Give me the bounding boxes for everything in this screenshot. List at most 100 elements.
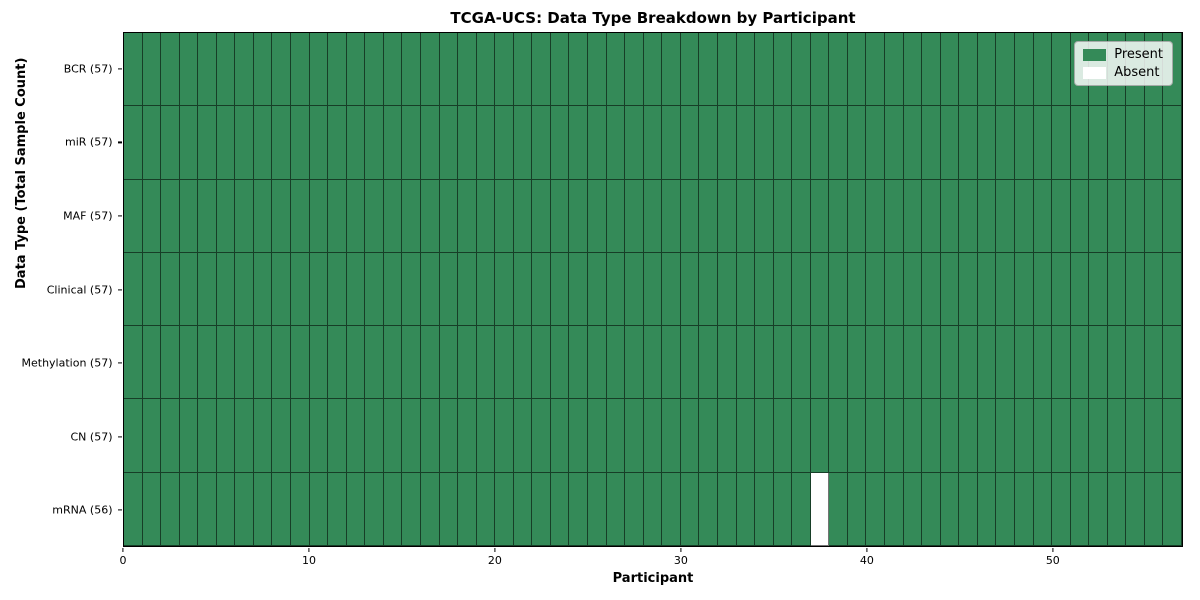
heatmap-cell-present xyxy=(365,252,384,327)
heatmap-cell-present xyxy=(940,33,960,107)
x-tick-label: 10 xyxy=(301,554,316,567)
heatmap-cell-present xyxy=(309,326,329,400)
heatmap-cell-present xyxy=(1070,326,1090,400)
heatmap-cell-present xyxy=(810,399,830,473)
heatmap-cell-present xyxy=(439,106,459,180)
heatmap-cell-present xyxy=(179,106,199,180)
heatmap-cell-present xyxy=(1126,252,1145,327)
heatmap-cell-present xyxy=(792,179,811,253)
heatmap-cell-present xyxy=(773,326,793,400)
heatmap-cell-present xyxy=(161,399,180,473)
heatmap-cell-present xyxy=(829,106,848,180)
heatmap-cell-present xyxy=(606,326,626,400)
heatmap-cell-present xyxy=(940,252,960,327)
y-tick-label: MAF (57) xyxy=(63,209,113,223)
heatmap-cell-present xyxy=(532,472,551,546)
heatmap-cell-present xyxy=(680,326,700,400)
heatmap-cell-present xyxy=(532,106,551,180)
heatmap-cell-present xyxy=(996,33,1015,107)
x-tick-label: 40 xyxy=(859,554,874,567)
heatmap-cell-present xyxy=(272,252,292,327)
heatmap-cell-present xyxy=(124,472,143,546)
heatmap-cell-present xyxy=(569,179,589,253)
heatmap-cell-present xyxy=(1070,179,1090,253)
x-tick-label: 20 xyxy=(487,554,502,567)
heatmap-cell-present xyxy=(198,33,217,107)
heatmap-cell-present xyxy=(365,106,384,180)
heatmap-cell-present xyxy=(977,179,997,253)
heatmap-cell-present xyxy=(383,33,403,107)
heatmap-cell-present xyxy=(216,252,236,327)
heatmap-cell-present xyxy=(365,179,384,253)
heatmap-cell-present xyxy=(383,472,403,546)
heatmap-cell-present xyxy=(309,33,329,107)
heatmap-cell-present xyxy=(253,399,273,473)
heatmap-cell-present xyxy=(550,106,570,180)
heatmap-cell-present xyxy=(1107,252,1127,327)
heatmap-cell-present xyxy=(458,326,477,400)
heatmap-cell-present xyxy=(996,106,1015,180)
heatmap-cell-present xyxy=(606,106,626,180)
heatmap-cell-present xyxy=(903,106,923,180)
heatmap-cell-present xyxy=(643,106,663,180)
heatmap-cell-present xyxy=(124,399,143,473)
heatmap-cell-present xyxy=(420,472,440,546)
heatmap-cell-present xyxy=(977,472,997,546)
heatmap-cell-present xyxy=(755,33,774,107)
heatmap-cell-present xyxy=(309,399,329,473)
heatmap-cell-present xyxy=(1107,106,1127,180)
heatmap-cell-present xyxy=(940,179,960,253)
heatmap-cell-present xyxy=(569,252,589,327)
heatmap-cell-present xyxy=(662,179,681,253)
heatmap-cell-present xyxy=(1126,326,1145,400)
heatmap-cell-present xyxy=(383,179,403,253)
heatmap-cell-present xyxy=(365,33,384,107)
legend: Present Absent xyxy=(1074,41,1173,86)
heatmap-cell-present xyxy=(1144,472,1164,546)
heatmap-cell-present xyxy=(495,106,514,180)
heatmap-cell-present xyxy=(1033,252,1053,327)
heatmap-cell-present xyxy=(476,472,496,546)
heatmap-cell-present xyxy=(513,472,533,546)
heatmap-cell-present xyxy=(680,33,700,107)
heatmap-cell-present xyxy=(606,252,626,327)
heatmap-cell-present xyxy=(476,33,496,107)
heatmap-cell-present xyxy=(142,252,162,327)
heatmap-cell-present xyxy=(161,179,180,253)
heatmap-cell-present xyxy=(1089,399,1108,473)
heatmap-cell-present xyxy=(1014,106,1034,180)
heatmap-cell-present xyxy=(476,252,496,327)
heatmap-cell-present xyxy=(903,399,923,473)
heatmap-cell-present xyxy=(736,179,756,253)
heatmap-cell-present xyxy=(773,106,793,180)
heatmap-cell-present xyxy=(717,106,737,180)
heatmap-cell-present xyxy=(755,326,774,400)
heatmap-cell-present xyxy=(829,33,848,107)
x-tick-mark xyxy=(494,547,496,552)
heatmap-cell-present xyxy=(866,399,886,473)
heatmap-cell-present xyxy=(346,472,366,546)
heatmap-cell-present xyxy=(1033,179,1053,253)
heatmap-cell-present xyxy=(1070,106,1090,180)
y-tick-label: BCR (57) xyxy=(63,62,113,76)
heatmap-cell-present xyxy=(829,399,848,473)
heatmap-cell-present xyxy=(885,472,904,546)
heatmap-cell-present xyxy=(235,326,254,400)
heatmap-cell-present xyxy=(959,472,978,546)
heatmap-cell-present xyxy=(383,106,403,180)
legend-swatch-present xyxy=(1083,48,1107,61)
heatmap-cell-present xyxy=(383,326,403,400)
heatmap-cell-present xyxy=(662,252,681,327)
heatmap-cell-present xyxy=(309,252,329,327)
heatmap-cell-present xyxy=(513,252,533,327)
heatmap-cell-present xyxy=(179,33,199,107)
heatmap-cell-present xyxy=(272,179,292,253)
heatmap-cell-present xyxy=(383,399,403,473)
heatmap-cell-present xyxy=(513,33,533,107)
heatmap-cell-present xyxy=(1014,326,1034,400)
heatmap-cell-present xyxy=(699,106,718,180)
heatmap-cell-present xyxy=(161,252,180,327)
heatmap-cell-present xyxy=(662,326,681,400)
heatmap-cell-present xyxy=(699,472,718,546)
x-axis-label: Participant xyxy=(612,571,694,586)
